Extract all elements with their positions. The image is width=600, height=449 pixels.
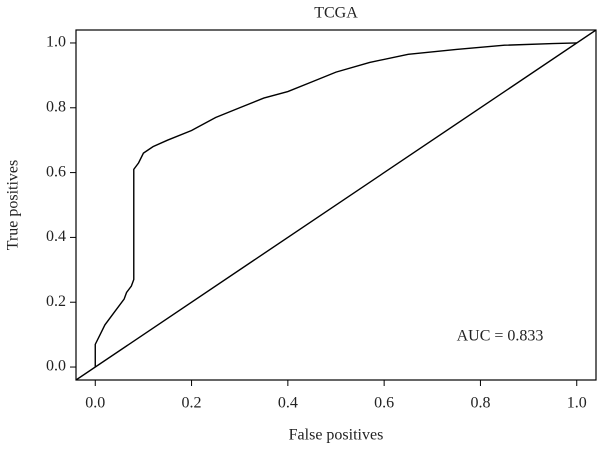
y-tick-label: 0.0: [46, 358, 66, 375]
plot-frame: [75, 29, 597, 381]
x-tick-label: 0.0: [85, 395, 105, 412]
y-tick-label: 0.4: [46, 228, 66, 245]
curve: [76, 30, 596, 380]
x-tick-label: 0.6: [374, 395, 394, 412]
y-tick-label: 0.8: [46, 98, 66, 115]
x-tick-label: 0.2: [182, 395, 202, 412]
x-tick-label: 0.8: [470, 395, 490, 412]
y-axis-label: True positives: [5, 160, 22, 251]
annotation: AUC = 0.833: [457, 328, 544, 345]
x-tick-label: 1.0: [567, 395, 587, 412]
y-tick-label: 1.0: [46, 34, 66, 51]
chart-title: TCGA: [314, 5, 358, 22]
x-axis-label: False positives: [289, 427, 384, 444]
curve: [94, 42, 577, 368]
y-tick-label: 0.2: [46, 293, 66, 310]
x-tick-label: 0.4: [278, 395, 298, 412]
y-tick-label: 0.6: [46, 163, 66, 180]
